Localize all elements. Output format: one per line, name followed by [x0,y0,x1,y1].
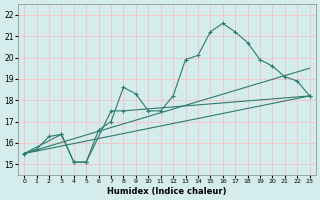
X-axis label: Humidex (Indice chaleur): Humidex (Indice chaleur) [107,187,227,196]
